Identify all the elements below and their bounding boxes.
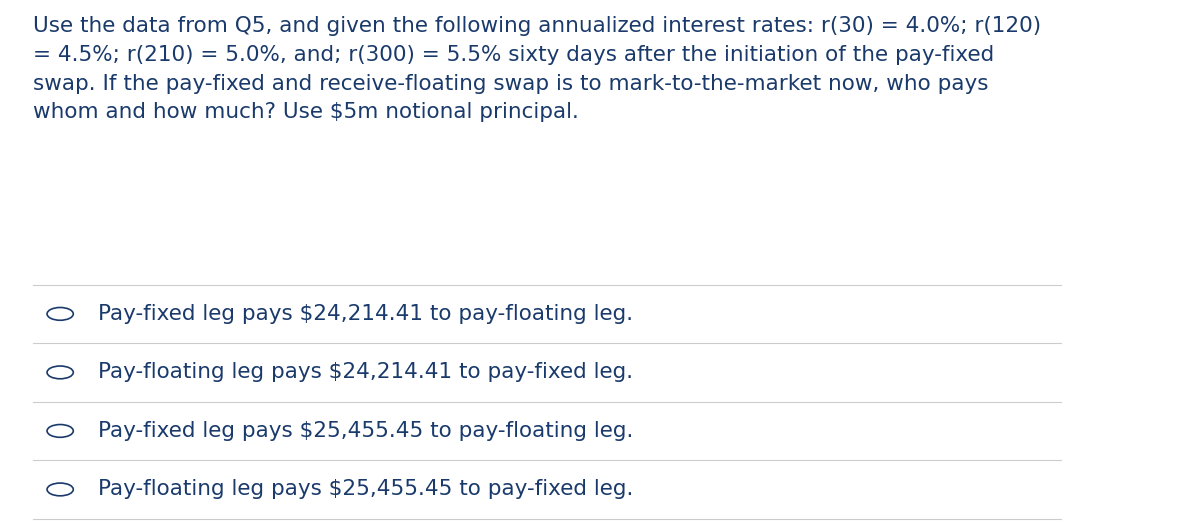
Text: Pay-floating leg pays $25,455.45 to pay-fixed leg.: Pay-floating leg pays $25,455.45 to pay-… — [98, 479, 634, 500]
Text: Use the data from Q5, and given the following annualized interest rates: r(30) =: Use the data from Q5, and given the foll… — [32, 16, 1040, 122]
Text: Pay-floating leg pays $24,214.41 to pay-fixed leg.: Pay-floating leg pays $24,214.41 to pay-… — [98, 362, 634, 383]
Text: Pay-fixed leg pays $24,214.41 to pay-floating leg.: Pay-fixed leg pays $24,214.41 to pay-flo… — [98, 304, 634, 324]
Text: Pay-fixed leg pays $25,455.45 to pay-floating leg.: Pay-fixed leg pays $25,455.45 to pay-flo… — [98, 421, 634, 441]
